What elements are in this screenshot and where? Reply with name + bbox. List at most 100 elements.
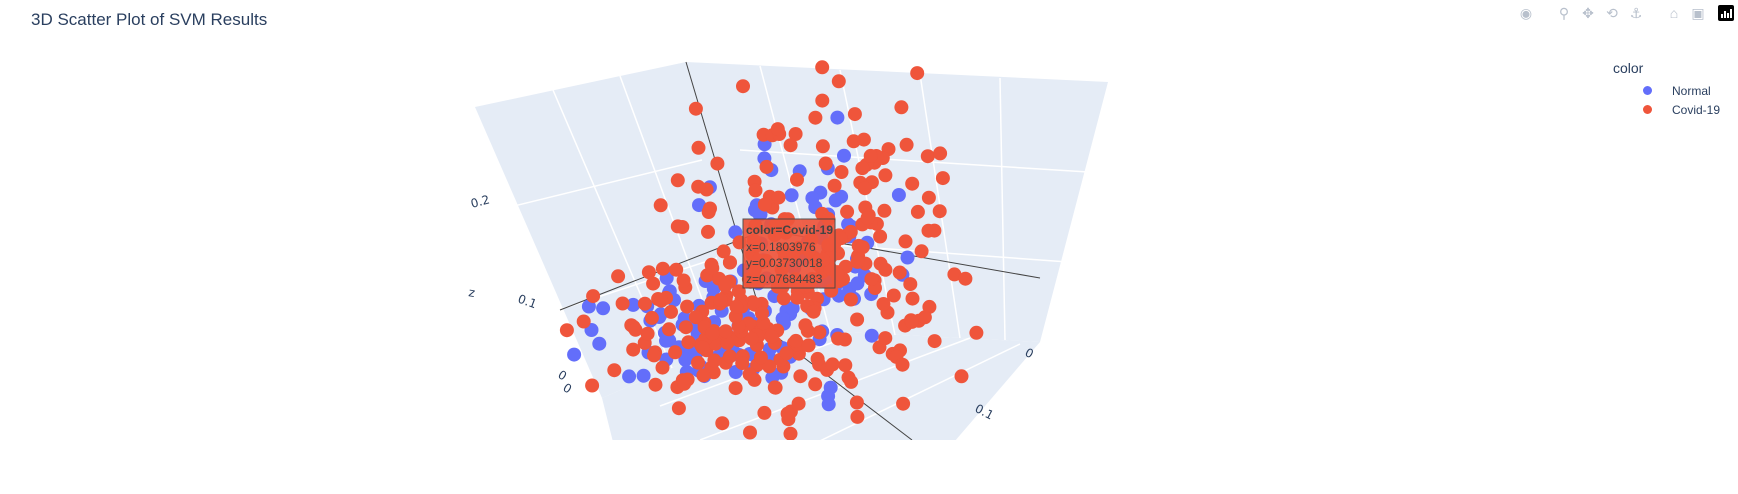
- point-covid-19[interactable]: [927, 334, 942, 349]
- point-normal[interactable]: [821, 397, 836, 412]
- point-normal[interactable]: [567, 347, 582, 362]
- point-covid-19[interactable]: [691, 140, 706, 155]
- point-covid-19[interactable]: [669, 262, 684, 277]
- point-covid-19[interactable]: [728, 381, 743, 396]
- point-covid-19[interactable]: [914, 244, 929, 259]
- point-covid-19[interactable]: [932, 204, 947, 219]
- point-covid-19[interactable]: [886, 288, 901, 303]
- point-covid-19[interactable]: [722, 349, 737, 364]
- point-covid-19[interactable]: [864, 272, 879, 287]
- point-covid-19[interactable]: [720, 452, 734, 466]
- pan-icon[interactable]: ✥: [1582, 5, 1594, 21]
- point-covid-19[interactable]: [677, 376, 692, 391]
- point-normal[interactable]: [850, 276, 865, 291]
- point-covid-19[interactable]: [840, 204, 855, 219]
- point-covid-19[interactable]: [903, 277, 918, 292]
- point-covid-19[interactable]: [705, 261, 720, 276]
- point-covid-19[interactable]: [655, 261, 670, 276]
- point-covid-19[interactable]: [718, 278, 733, 293]
- point-covid-19[interactable]: [655, 360, 670, 375]
- point-covid-19[interactable]: [825, 357, 840, 372]
- point-covid-19[interactable]: [863, 148, 878, 163]
- point-covid-19[interactable]: [723, 255, 737, 270]
- point-covid-19[interactable]: [850, 312, 865, 327]
- point-covid-19[interactable]: [676, 273, 691, 288]
- point-covid-19[interactable]: [628, 322, 643, 337]
- point-covid-19[interactable]: [827, 178, 842, 193]
- point-covid-19[interactable]: [688, 310, 703, 325]
- point-normal[interactable]: [830, 110, 845, 125]
- orbit-rotation-icon[interactable]: ⟲: [1606, 5, 1618, 21]
- point-covid-19[interactable]: [653, 198, 668, 213]
- point-covid-19[interactable]: [910, 66, 925, 81]
- point-covid-19[interactable]: [843, 224, 858, 239]
- point-covid-19[interactable]: [715, 416, 730, 431]
- point-covid-19[interactable]: [860, 211, 875, 225]
- point-covid-19[interactable]: [729, 299, 744, 314]
- point-covid-19[interactable]: [646, 276, 661, 291]
- point-covid-19[interactable]: [585, 378, 600, 393]
- point-covid-19[interactable]: [744, 331, 759, 346]
- point-covid-19[interactable]: [878, 262, 893, 277]
- point-covid-19[interactable]: [710, 156, 725, 171]
- point-covid-19[interactable]: [850, 254, 865, 269]
- point-covid-19[interactable]: [770, 122, 785, 137]
- point-normal[interactable]: [837, 148, 851, 163]
- point-covid-19[interactable]: [808, 110, 823, 125]
- point-covid-19[interactable]: [969, 325, 984, 340]
- point-covid-19[interactable]: [905, 291, 920, 306]
- point-covid-19[interactable]: [644, 310, 659, 325]
- point-covid-19[interactable]: [920, 149, 935, 164]
- point-covid-19[interactable]: [798, 318, 813, 333]
- point-covid-19[interactable]: [776, 291, 791, 306]
- point-covid-19[interactable]: [905, 176, 920, 191]
- point-covid-19[interactable]: [678, 320, 693, 335]
- plotly-logo-icon[interactable]: [1718, 5, 1734, 21]
- point-covid-19[interactable]: [640, 326, 655, 341]
- point-covid-19[interactable]: [648, 377, 663, 392]
- point-covid-19[interactable]: [742, 367, 757, 382]
- point-covid-19[interactable]: [671, 401, 686, 416]
- point-normal[interactable]: [596, 301, 611, 316]
- point-covid-19[interactable]: [670, 173, 685, 188]
- point-covid-19[interactable]: [641, 265, 656, 280]
- point-covid-19[interactable]: [844, 374, 859, 389]
- point-covid-19[interactable]: [755, 306, 769, 321]
- point-covid-19[interactable]: [904, 314, 919, 329]
- point-covid-19[interactable]: [857, 181, 872, 196]
- point-covid-19[interactable]: [878, 168, 893, 183]
- point-normal[interactable]: [803, 449, 817, 463]
- point-covid-19[interactable]: [806, 304, 821, 319]
- point-covid-19[interactable]: [788, 333, 803, 348]
- point-covid-19[interactable]: [771, 190, 786, 205]
- point-covid-19[interactable]: [615, 296, 630, 311]
- point-covid-19[interactable]: [812, 325, 827, 340]
- point-covid-19[interactable]: [801, 338, 816, 353]
- point-covid-19[interactable]: [576, 314, 591, 329]
- point-covid-19[interactable]: [701, 224, 715, 239]
- point-covid-19[interactable]: [837, 332, 852, 347]
- point-covid-19[interactable]: [831, 74, 846, 89]
- point-covid-19[interactable]: [691, 355, 705, 370]
- point-covid-19[interactable]: [896, 396, 911, 411]
- point-covid-19[interactable]: [713, 293, 728, 307]
- point-covid-19[interactable]: [762, 359, 777, 374]
- point-covid-19[interactable]: [759, 159, 774, 174]
- point-covid-19[interactable]: [878, 331, 893, 346]
- point-covid-19[interactable]: [716, 244, 731, 259]
- point-normal[interactable]: [784, 188, 799, 203]
- point-covid-19[interactable]: [559, 323, 574, 338]
- camera-icon[interactable]: ◉: [1519, 5, 1533, 21]
- point-covid-19[interactable]: [790, 290, 805, 305]
- point-covid-19[interactable]: [757, 405, 772, 420]
- point-covid-19[interactable]: [895, 357, 910, 372]
- point-covid-19[interactable]: [921, 223, 936, 238]
- point-covid-19[interactable]: [850, 409, 865, 424]
- point-covid-19[interactable]: [815, 139, 830, 154]
- point-covid-19[interactable]: [834, 165, 849, 179]
- point-covid-19[interactable]: [586, 289, 601, 304]
- point-covid-19[interactable]: [815, 93, 830, 108]
- point-covid-19[interactable]: [808, 377, 823, 392]
- point-covid-19[interactable]: [815, 60, 830, 75]
- point-covid-19[interactable]: [818, 156, 833, 171]
